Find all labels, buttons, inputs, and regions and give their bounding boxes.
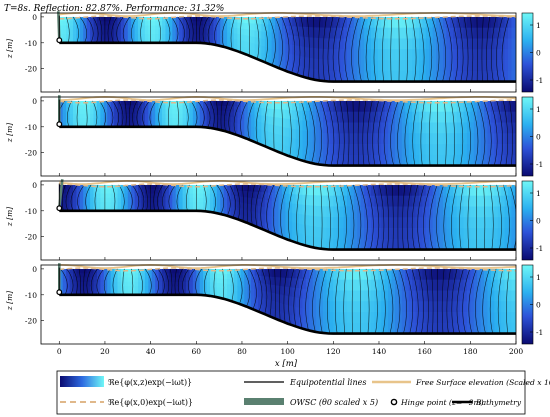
legend-box	[56, 370, 526, 415]
panel-time-label: t=6s (=3T/4)	[47, 312, 103, 323]
free-surface-line	[59, 95, 517, 102]
potential-field	[59, 268, 517, 334]
colorbar-tick-label: 1	[536, 273, 541, 282]
colorbar-tick-label: 0	[536, 217, 541, 226]
legend-label-surface-potential: ℜe{φ(x,0)exp(−iωt)}	[108, 398, 193, 407]
legend-label-hinge: Hinge point (z=−9m)	[400, 398, 484, 407]
x-tick-label: 60	[192, 347, 202, 356]
y-axis-label: z [m]	[5, 39, 14, 59]
potential-field	[59, 16, 517, 82]
y-tick-label: 0	[32, 181, 37, 190]
panel-frame	[40, 180, 517, 261]
y-axis-label: z [m]	[5, 123, 14, 143]
panel-time-label: t=4s (=2T/4)	[47, 228, 103, 239]
y-tick-label: -10	[25, 123, 37, 132]
x-axis: x [m] 0 20 40 60 80 100 120 140 160 180 200	[57, 347, 524, 369]
hinge-point-marker	[56, 121, 63, 128]
y-tick-label: -20	[25, 149, 37, 158]
colorbar-tick-label: -1	[536, 76, 543, 85]
panel-frame	[40, 96, 517, 177]
x-tick-label: 20	[100, 347, 110, 356]
panel-frame	[40, 264, 517, 345]
panels: 0-10-20z [m]t=010-10-10-20z [m]t=2s (=T/…	[5, 11, 543, 345]
bathymetry-line	[59, 125, 516, 167]
y-tick-label: -10	[25, 207, 37, 216]
panel-frame	[40, 12, 517, 93]
panel-1: 0 -10 -20 z [m] t=2s (=T/4) 1 0 -1	[5, 95, 543, 177]
y-tick-label: -10	[25, 39, 37, 48]
surface-potential-line	[59, 99, 517, 104]
colorbar-tick-label: -1	[536, 244, 543, 253]
legend-label-free-surface: Free Surface elevation (Scaled x 10)	[415, 378, 550, 387]
x-tick-label: 140	[372, 347, 387, 356]
x-axis-label: x [m]	[275, 359, 298, 369]
hinge-point-marker	[56, 289, 63, 296]
colorbar-tick-label: 1	[536, 21, 541, 30]
x-tick-label: 120	[326, 347, 341, 356]
panel-3: 0 -10 -20 z [m] t=6s (=3T/4) 1 0 -1	[5, 263, 543, 345]
hinge-point-marker	[56, 37, 63, 44]
free-surface-line	[59, 263, 517, 270]
x-tick-label: 40	[146, 347, 156, 356]
panel-time-label: t=0	[47, 61, 64, 71]
y-tick-label: -20	[25, 65, 37, 74]
x-tick-label: 0	[57, 347, 62, 356]
colorbar-tick-label: -1	[536, 328, 543, 337]
legend-label-bathymetry: Bathymetry	[475, 398, 522, 407]
colorbar-tick-label: 0	[536, 301, 541, 310]
colorbar-tick-label: -1	[536, 160, 543, 169]
legend-swatch-hinge	[390, 398, 398, 406]
y-tick-label: 0	[32, 13, 37, 22]
colorbar-tick-label: 0	[536, 49, 541, 58]
y-tick-label: 0	[32, 97, 37, 106]
colorbar-tick-label: 0	[536, 133, 541, 142]
y-tick-label: -20	[25, 233, 37, 242]
surface-potential-line	[59, 183, 517, 188]
bathymetry-line	[59, 209, 516, 251]
x-tick-label: 180	[463, 347, 478, 356]
legend-label-equipotential: Equipotential lines	[289, 378, 366, 387]
x-tick-label: 200	[509, 347, 524, 356]
legend-swatch-owsc	[244, 398, 284, 405]
y-tick-label: 0	[32, 265, 37, 274]
x-tick-label: 100	[280, 347, 295, 356]
panel-2: 0 -10 -20 z [m] t=4s (=2T/4) 1 0 -1	[5, 179, 543, 261]
surface-potential-line	[59, 15, 517, 20]
legend-label-colormap: ℜe{φ(x,z)exp(−iωt)}	[108, 378, 192, 387]
bathymetry-line	[59, 41, 516, 83]
x-tick-label: 160	[417, 347, 432, 356]
y-tick-label: -20	[25, 317, 37, 326]
legend: ℜe{φ(x,z)exp(−iωt)} Equipotential lines …	[56, 370, 550, 415]
y-axis-label: z [m]	[5, 291, 14, 311]
panel-0: 0 -10 -20 z [m] t=0 1 0 -1	[5, 11, 543, 93]
x-tick-label: 80	[237, 347, 247, 356]
owsc-flap	[58, 179, 64, 209]
surface-potential-line	[59, 267, 517, 272]
y-axis-label: z [m]	[5, 207, 14, 227]
hinge-point-marker	[56, 205, 63, 212]
legend-label-owsc: OWSC (θ0 scaled x 5)	[290, 398, 378, 407]
bathymetry-line	[59, 293, 516, 335]
colorbar-tick-label: 1	[536, 105, 541, 114]
figure-header: T=8s. Reflection: 82.87%. Performance: 3…	[4, 4, 224, 14]
y-tick-label: -10	[25, 291, 37, 300]
panel-time-label: t=2s (=T/4)	[47, 144, 98, 155]
legend-colormap-swatch	[60, 376, 104, 387]
colorbar-tick-label: 1	[536, 189, 541, 198]
